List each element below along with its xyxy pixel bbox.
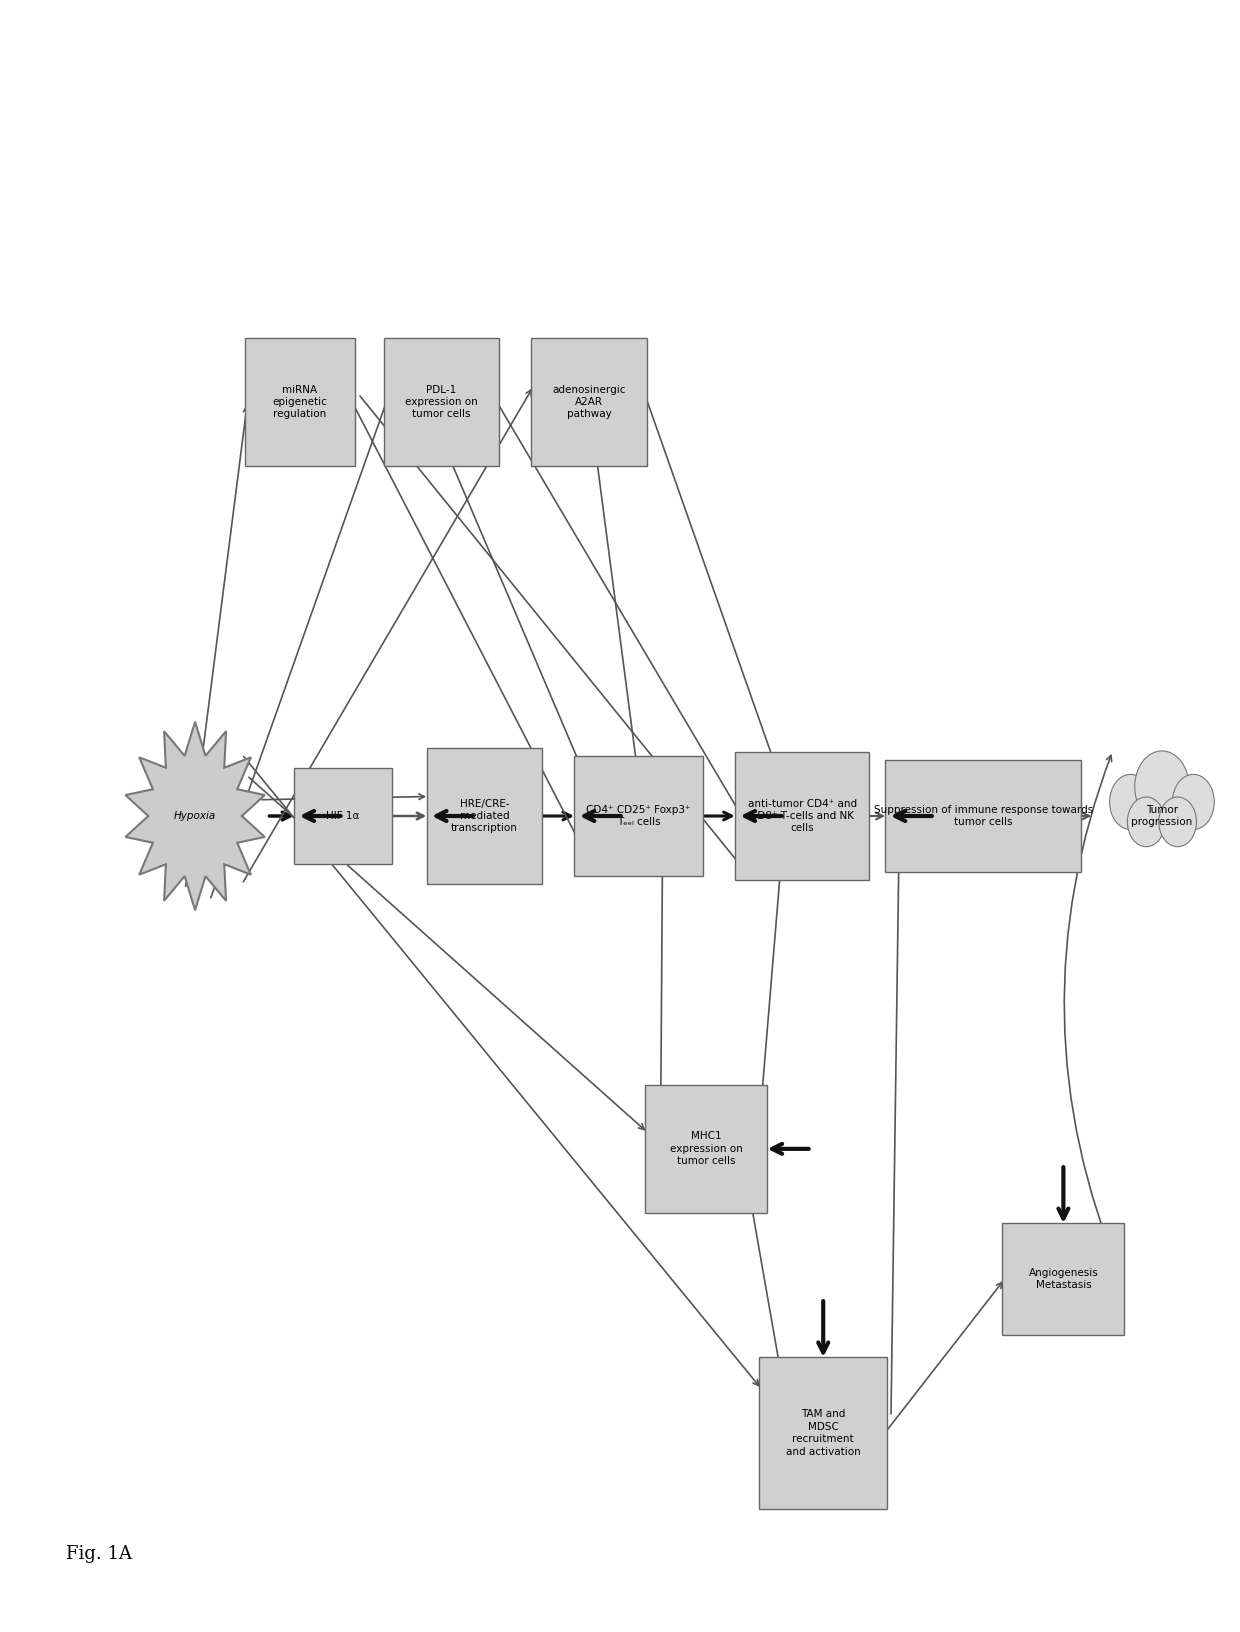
Text: miRNA
epigenetic
regulation: miRNA epigenetic regulation (273, 385, 327, 419)
FancyBboxPatch shape (759, 1356, 888, 1510)
FancyBboxPatch shape (1002, 1222, 1125, 1335)
Text: Fig. 1A: Fig. 1A (66, 1546, 131, 1563)
Text: CD4⁺ CD25⁺ Foxp3⁺
Tₑₑₗ cells: CD4⁺ CD25⁺ Foxp3⁺ Tₑₑₗ cells (587, 805, 691, 827)
FancyBboxPatch shape (735, 752, 869, 880)
Circle shape (1127, 796, 1166, 847)
Text: Angiogenesis
Metastasis: Angiogenesis Metastasis (1028, 1268, 1099, 1289)
Polygon shape (125, 721, 264, 911)
Text: anti-tumor CD4⁺ and
CD8⁺ T-cells and NK
cells: anti-tumor CD4⁺ and CD8⁺ T-cells and NK … (748, 798, 857, 834)
Circle shape (1172, 774, 1214, 829)
Text: Hypoxia: Hypoxia (174, 811, 216, 821)
FancyBboxPatch shape (645, 1085, 768, 1213)
Text: HIF 1α: HIF 1α (326, 811, 360, 821)
Circle shape (1135, 751, 1189, 823)
Text: PDL-1
expression on
tumor cells: PDL-1 expression on tumor cells (405, 385, 477, 419)
FancyBboxPatch shape (246, 338, 355, 467)
Text: TAM and
MDSC
recruitment
and activation: TAM and MDSC recruitment and activation (786, 1410, 861, 1457)
Circle shape (1159, 796, 1197, 847)
FancyBboxPatch shape (531, 338, 647, 467)
Text: HRE/CRE-
mediated
transcription: HRE/CRE- mediated transcription (451, 798, 518, 834)
Text: Suppression of immune response towards
tumor cells: Suppression of immune response towards t… (874, 805, 1092, 827)
Text: Tumor
progression: Tumor progression (1131, 805, 1193, 827)
FancyBboxPatch shape (574, 756, 703, 876)
FancyBboxPatch shape (427, 747, 542, 885)
FancyBboxPatch shape (885, 761, 1081, 871)
Circle shape (1110, 774, 1152, 829)
Text: MHC1
expression on
tumor cells: MHC1 expression on tumor cells (670, 1131, 743, 1167)
Text: adenosinergic
A2AR
pathway: adenosinergic A2AR pathway (553, 385, 626, 419)
FancyBboxPatch shape (294, 769, 392, 863)
FancyBboxPatch shape (383, 338, 500, 467)
